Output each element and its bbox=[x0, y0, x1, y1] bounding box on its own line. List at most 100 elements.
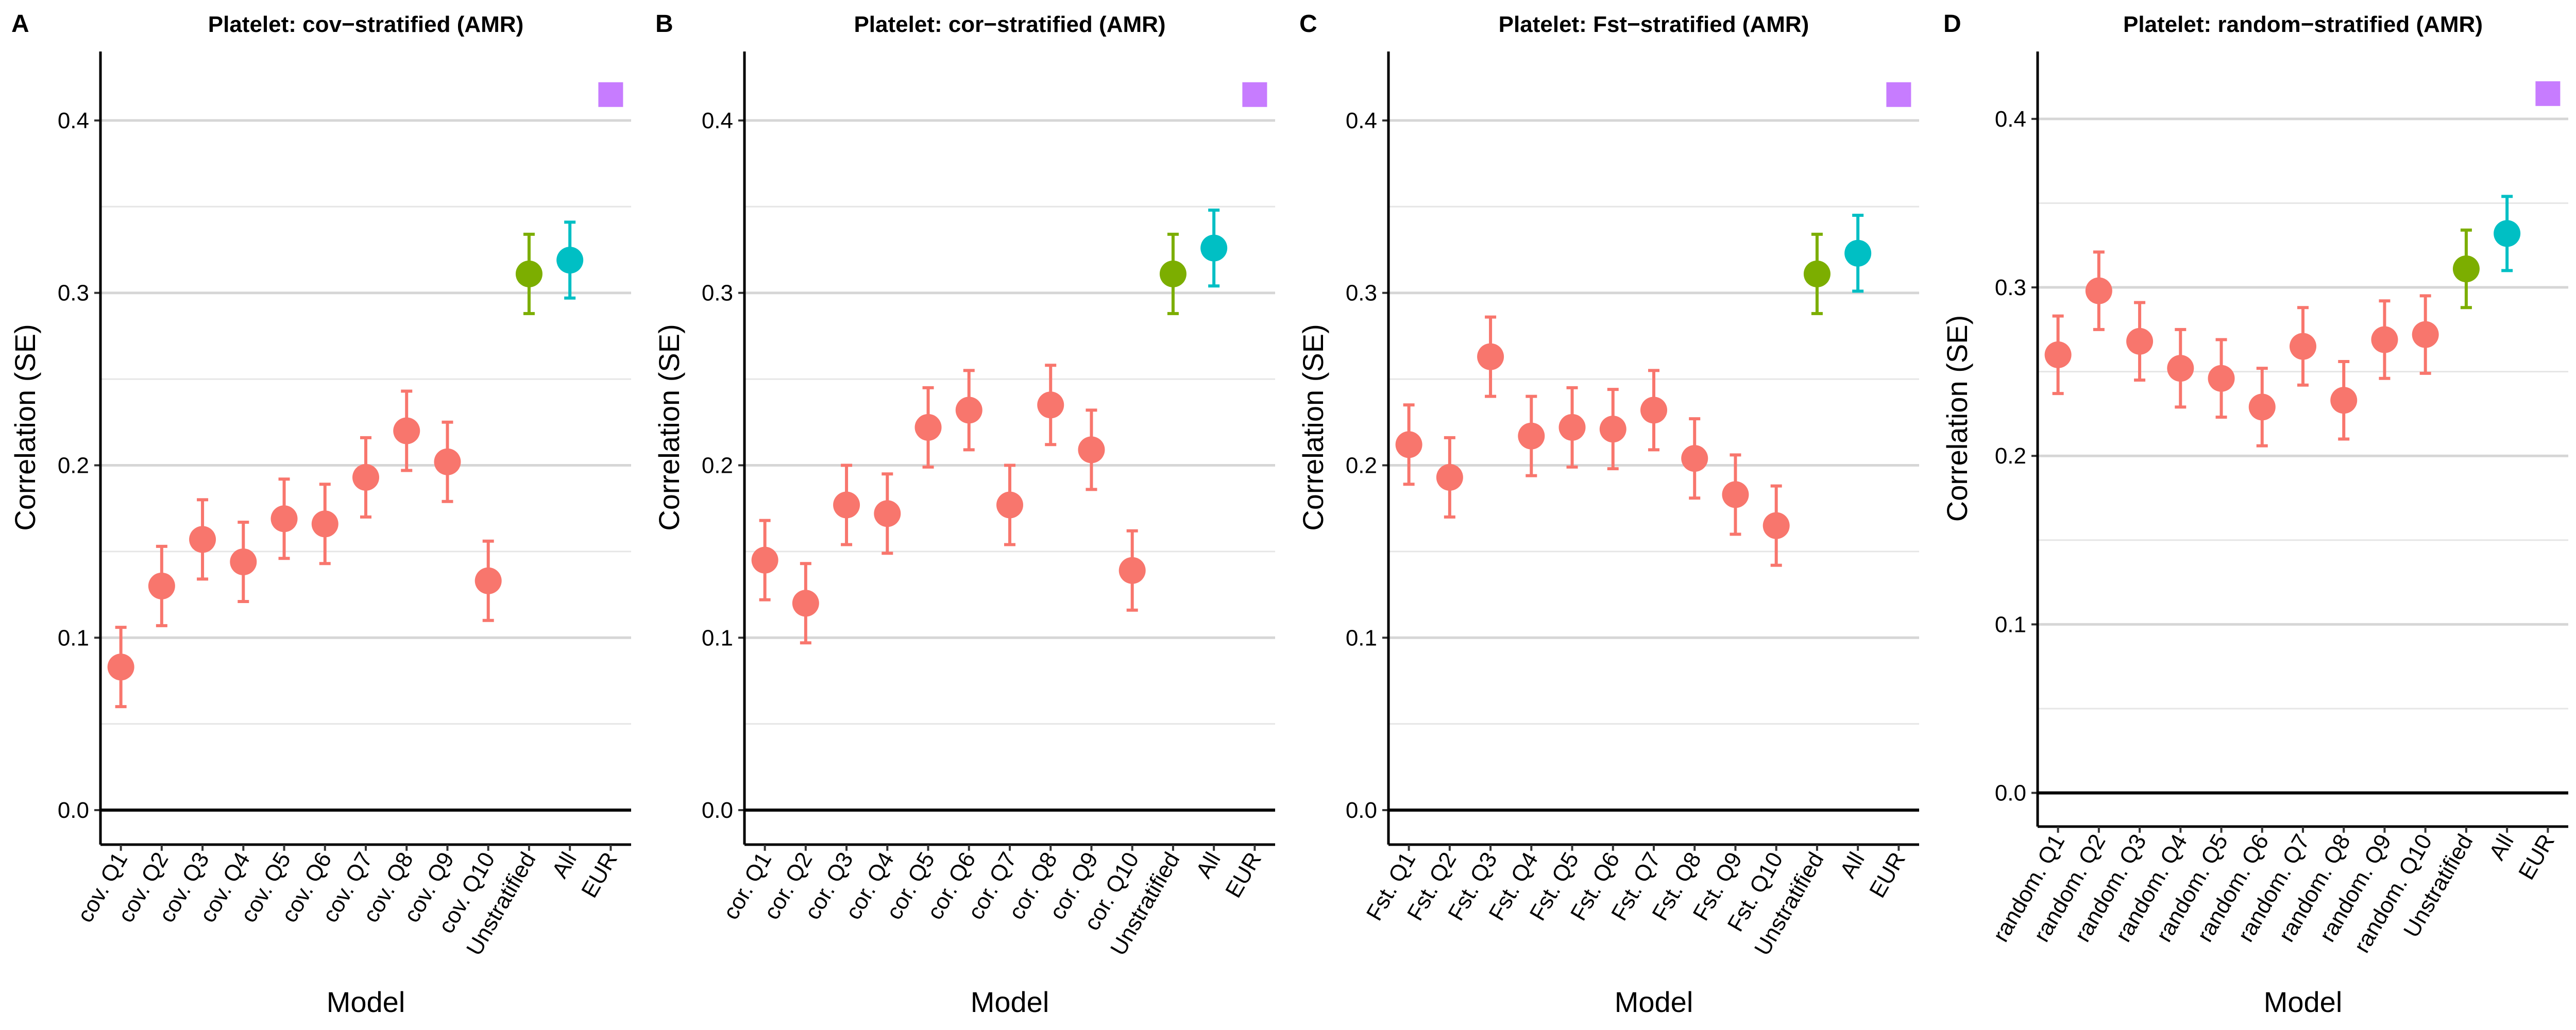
y-tick-label: 0.3 bbox=[1995, 275, 2026, 300]
y-tick-label: 0.1 bbox=[1995, 612, 2026, 637]
data-point bbox=[2044, 341, 2072, 368]
data-point bbox=[2452, 255, 2480, 283]
panel-letter: A bbox=[11, 10, 29, 38]
panel-letter: C bbox=[1299, 10, 1317, 38]
data-point bbox=[833, 491, 860, 519]
data-point bbox=[996, 491, 1023, 519]
data-point bbox=[751, 546, 778, 574]
data-point bbox=[2412, 321, 2439, 348]
panel-title: Platelet: cor−stratified (AMR) bbox=[854, 12, 1165, 37]
x-tick-label: EUR bbox=[2514, 830, 2560, 884]
y-axis-title: Correlation (SE) bbox=[9, 324, 41, 530]
data-point bbox=[1037, 391, 1064, 419]
y-tick-label: 0.3 bbox=[58, 281, 89, 306]
data-point bbox=[1640, 397, 1667, 424]
data-point bbox=[189, 526, 216, 553]
panel-letter: B bbox=[655, 10, 673, 38]
data-point bbox=[1477, 343, 1504, 370]
y-tick-label: 0.4 bbox=[58, 108, 89, 133]
data-point bbox=[955, 397, 982, 424]
data-point bbox=[1118, 557, 1146, 584]
data-point bbox=[393, 417, 420, 444]
y-tick-label: 0.3 bbox=[1346, 281, 1377, 306]
data-point bbox=[148, 572, 175, 599]
data-point bbox=[914, 414, 942, 441]
panel-d: D Platelet: random−stratified (AMR) 0.0 0.1… bbox=[1941, 10, 2568, 1018]
y-tick-label: 0.2 bbox=[1995, 443, 2026, 469]
data-point bbox=[1803, 260, 1831, 287]
data-point bbox=[2126, 328, 2154, 355]
x-tick-label: EUR bbox=[577, 848, 622, 902]
data-point bbox=[270, 505, 298, 533]
y-tick-label: 0.0 bbox=[58, 798, 89, 823]
data-point bbox=[792, 590, 819, 617]
panel-c: C Platelet: Fst−stratified (AMR) 0.0 0.1 0.2… bbox=[1297, 10, 1919, 1018]
y-tick-label: 0.4 bbox=[1346, 108, 1377, 133]
panel-title: Platelet: cov−stratified (AMR) bbox=[208, 12, 523, 37]
data-point-square bbox=[598, 82, 623, 107]
x-tick-label: All bbox=[2484, 830, 2519, 865]
y-tick-label: 0.2 bbox=[1346, 453, 1377, 478]
data-point-square bbox=[2535, 81, 2561, 106]
x-axis-title: Model bbox=[327, 986, 405, 1018]
data-point bbox=[1558, 414, 1586, 441]
data-point bbox=[2290, 333, 2316, 360]
y-tick-label: 0.1 bbox=[58, 625, 89, 650]
panel-b: B Platelet: cor−stratified (AMR) 0.0 0.1 0.2… bbox=[653, 10, 1275, 1018]
panel-letter: D bbox=[1943, 10, 1961, 38]
data-point bbox=[434, 448, 461, 475]
y-tick-label: 0.0 bbox=[702, 798, 733, 823]
x-tick-label: EUR bbox=[1865, 848, 1910, 902]
data-point bbox=[2208, 365, 2235, 392]
y-tick-label: 0.4 bbox=[702, 108, 733, 133]
x-axis-title: Model bbox=[2264, 986, 2343, 1018]
y-tick-label: 0.3 bbox=[702, 281, 733, 306]
x-tick-label: All bbox=[1191, 848, 1226, 883]
data-point bbox=[2330, 387, 2358, 414]
x-axis-title: Model bbox=[1615, 986, 1693, 1018]
data-point bbox=[107, 654, 134, 681]
x-tick-label: All bbox=[1835, 848, 1870, 883]
data-point bbox=[352, 464, 379, 491]
data-point bbox=[1518, 422, 1545, 450]
y-tick-label: 0.0 bbox=[1346, 798, 1377, 823]
data-point bbox=[1844, 239, 1872, 267]
data-point bbox=[1599, 416, 1626, 443]
data-point bbox=[1078, 436, 1105, 464]
data-point-square bbox=[1886, 82, 1911, 107]
data-point bbox=[1722, 481, 1749, 508]
data-point bbox=[874, 500, 901, 527]
data-point bbox=[1762, 512, 1790, 539]
y-tick-label: 0.1 bbox=[702, 625, 733, 650]
data-point bbox=[1436, 464, 1463, 491]
data-point bbox=[556, 247, 584, 274]
data-point bbox=[474, 567, 502, 594]
panel-title: Platelet: Fst−stratified (AMR) bbox=[1499, 12, 1809, 37]
y-tick-label: 0.2 bbox=[702, 453, 733, 478]
x-tick-label: EUR bbox=[1221, 848, 1266, 902]
y-tick-label: 0.1 bbox=[1346, 625, 1377, 650]
data-point-square bbox=[1242, 82, 1267, 107]
panel-a: A Platelet: cov−stratified (AMR) 0.0 0.1 0.2… bbox=[9, 10, 631, 1018]
y-axis-title: Correlation (SE) bbox=[1941, 315, 1973, 522]
data-point bbox=[2248, 393, 2276, 421]
data-point bbox=[2371, 326, 2398, 353]
data-point bbox=[1200, 234, 1228, 262]
y-tick-label: 0.2 bbox=[58, 453, 89, 478]
y-axis-title: Correlation (SE) bbox=[1297, 324, 1329, 530]
data-point bbox=[1159, 260, 1187, 287]
data-point bbox=[2085, 277, 2112, 304]
y-tick-label: 0.0 bbox=[1995, 781, 2026, 806]
panel-title: Platelet: random−stratified (AMR) bbox=[2123, 12, 2483, 37]
x-tick-label: All bbox=[547, 848, 582, 883]
data-point bbox=[1395, 431, 1422, 458]
data-point bbox=[1681, 445, 1708, 472]
data-point bbox=[515, 260, 543, 287]
data-point bbox=[2494, 220, 2521, 247]
y-axis-title: Correlation (SE) bbox=[653, 324, 685, 530]
y-tick-label: 0.4 bbox=[1995, 107, 2026, 132]
data-point bbox=[2167, 355, 2194, 382]
x-axis-title: Model bbox=[971, 986, 1049, 1018]
data-point bbox=[230, 548, 257, 575]
